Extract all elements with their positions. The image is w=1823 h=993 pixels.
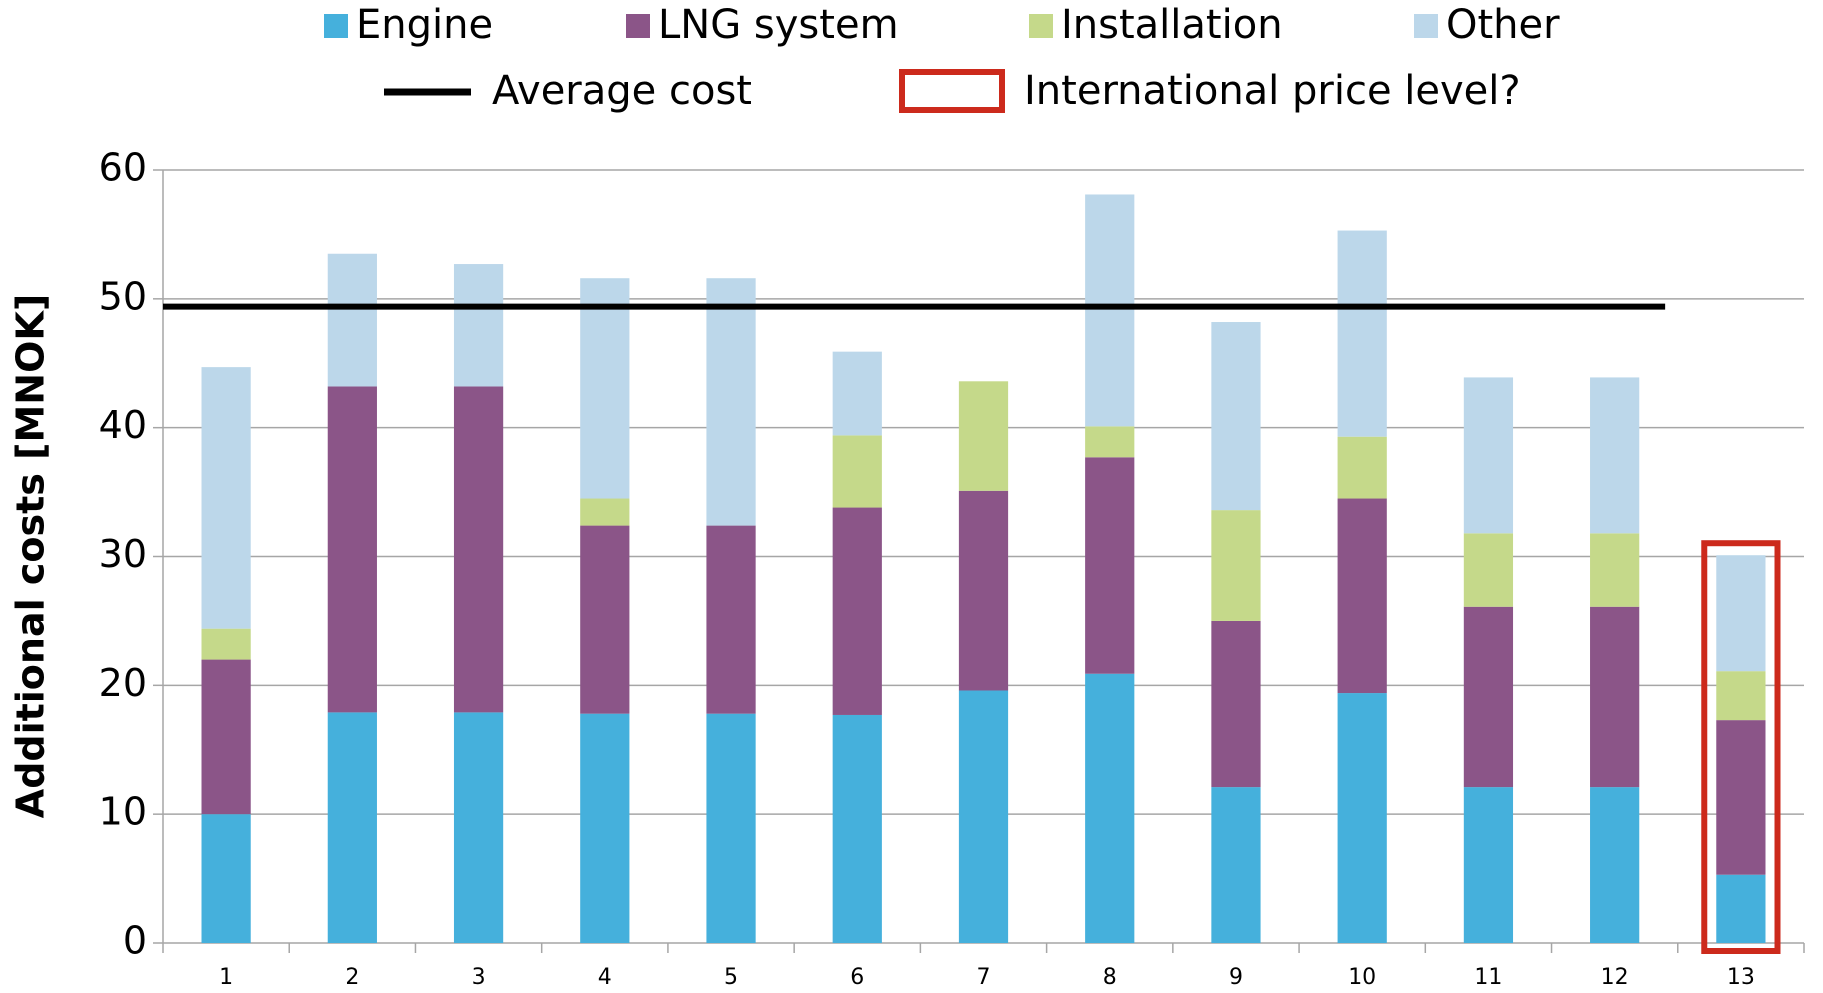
- bar-segment: [832, 507, 882, 715]
- highlight-box: [1701, 540, 1781, 954]
- bar-segment: [580, 498, 630, 526]
- bar-segment: [1590, 787, 1640, 943]
- legend-box: [899, 69, 1005, 113]
- bar-segment: [1463, 533, 1514, 607]
- bar-segment: [1337, 498, 1387, 694]
- legend-label: Engine: [356, 2, 493, 48]
- bar-segment: [1085, 673, 1135, 943]
- bar-segment: [958, 381, 1009, 491]
- legend-label: Average cost: [492, 68, 752, 114]
- bar-segment: [958, 490, 1009, 691]
- bar-segment: [327, 253, 377, 387]
- legend-swatch: [324, 14, 348, 38]
- bar-segment: [201, 659, 251, 815]
- bar-segment: [201, 367, 251, 629]
- bar-segment: [1085, 194, 1135, 427]
- x-tick-label: 9: [1229, 965, 1243, 990]
- x-tick-label: 13: [1727, 965, 1755, 990]
- legend-swatch: [1414, 14, 1438, 38]
- bar-segment: [201, 628, 251, 660]
- bar-segment: [1337, 436, 1387, 499]
- x-tick-label: 12: [1601, 965, 1629, 990]
- bar-segment: [1337, 230, 1387, 437]
- bar-segment: [1590, 533, 1640, 607]
- bar-segment: [1716, 671, 1766, 721]
- bar-segment: [580, 278, 630, 499]
- bar-segment: [327, 386, 377, 713]
- legend-label: International price level?: [1024, 68, 1521, 114]
- x-tick-label: 3: [472, 965, 486, 990]
- bar-segment: [832, 351, 882, 436]
- bar-segment: [1590, 606, 1640, 788]
- y-axis-label: Additional costs [MNOK]: [9, 294, 53, 818]
- bar-segment: [1211, 620, 1261, 788]
- bar-segment: [453, 386, 504, 713]
- bar-segment: [1716, 555, 1766, 672]
- bar-segment: [1590, 377, 1640, 534]
- bar-segment: [1211, 322, 1261, 511]
- y-tick-label: 20: [99, 661, 147, 705]
- legend-label: LNG system: [658, 2, 899, 48]
- x-tick-label: 8: [1103, 965, 1117, 990]
- bar-segment: [706, 713, 756, 943]
- bar-segment: [832, 714, 882, 943]
- legend-swatch: [626, 14, 650, 38]
- bar-segment: [453, 712, 504, 943]
- bar-segment: [1337, 693, 1387, 943]
- bar-segment: [1716, 720, 1766, 875]
- bar-segment: [1463, 787, 1514, 943]
- y-tick-label: 30: [99, 532, 147, 576]
- legend-label: Other: [1446, 2, 1560, 48]
- y-tick-label: 10: [99, 790, 147, 834]
- bar-segment: [201, 814, 251, 943]
- legend-swatch: [1029, 14, 1053, 38]
- bar-segment: [958, 690, 1009, 943]
- x-tick-label: 7: [977, 965, 991, 990]
- y-tick-label: 50: [99, 274, 147, 318]
- y-tick-label: 60: [99, 146, 147, 190]
- bar-segment: [327, 712, 377, 943]
- bar-segment: [453, 264, 504, 387]
- bar-segment: [1716, 874, 1766, 943]
- bar-segment: [580, 713, 630, 943]
- x-tick-label: 11: [1474, 965, 1502, 990]
- bar-segment: [1463, 377, 1514, 534]
- bar-segment: [580, 525, 630, 714]
- x-tick-label: 2: [345, 965, 359, 990]
- bar-segment: [832, 435, 882, 508]
- bar-segment: [706, 525, 756, 714]
- legend-label: Installation: [1061, 2, 1283, 48]
- bar-segment: [1085, 426, 1135, 458]
- bar-segment: [1211, 510, 1261, 621]
- bar-segment: [1085, 457, 1135, 674]
- y-tick-label: 0: [123, 919, 147, 963]
- bar-segment: [1211, 787, 1261, 943]
- y-tick-label: 40: [99, 403, 147, 447]
- x-tick-label: 10: [1348, 965, 1376, 990]
- x-tick-label: 5: [724, 965, 738, 990]
- bar-segment: [1463, 606, 1514, 788]
- x-tick-label: 6: [850, 965, 864, 990]
- x-tick-label: 1: [219, 965, 233, 990]
- bar-segment: [706, 278, 756, 526]
- x-tick-label: 4: [598, 965, 612, 990]
